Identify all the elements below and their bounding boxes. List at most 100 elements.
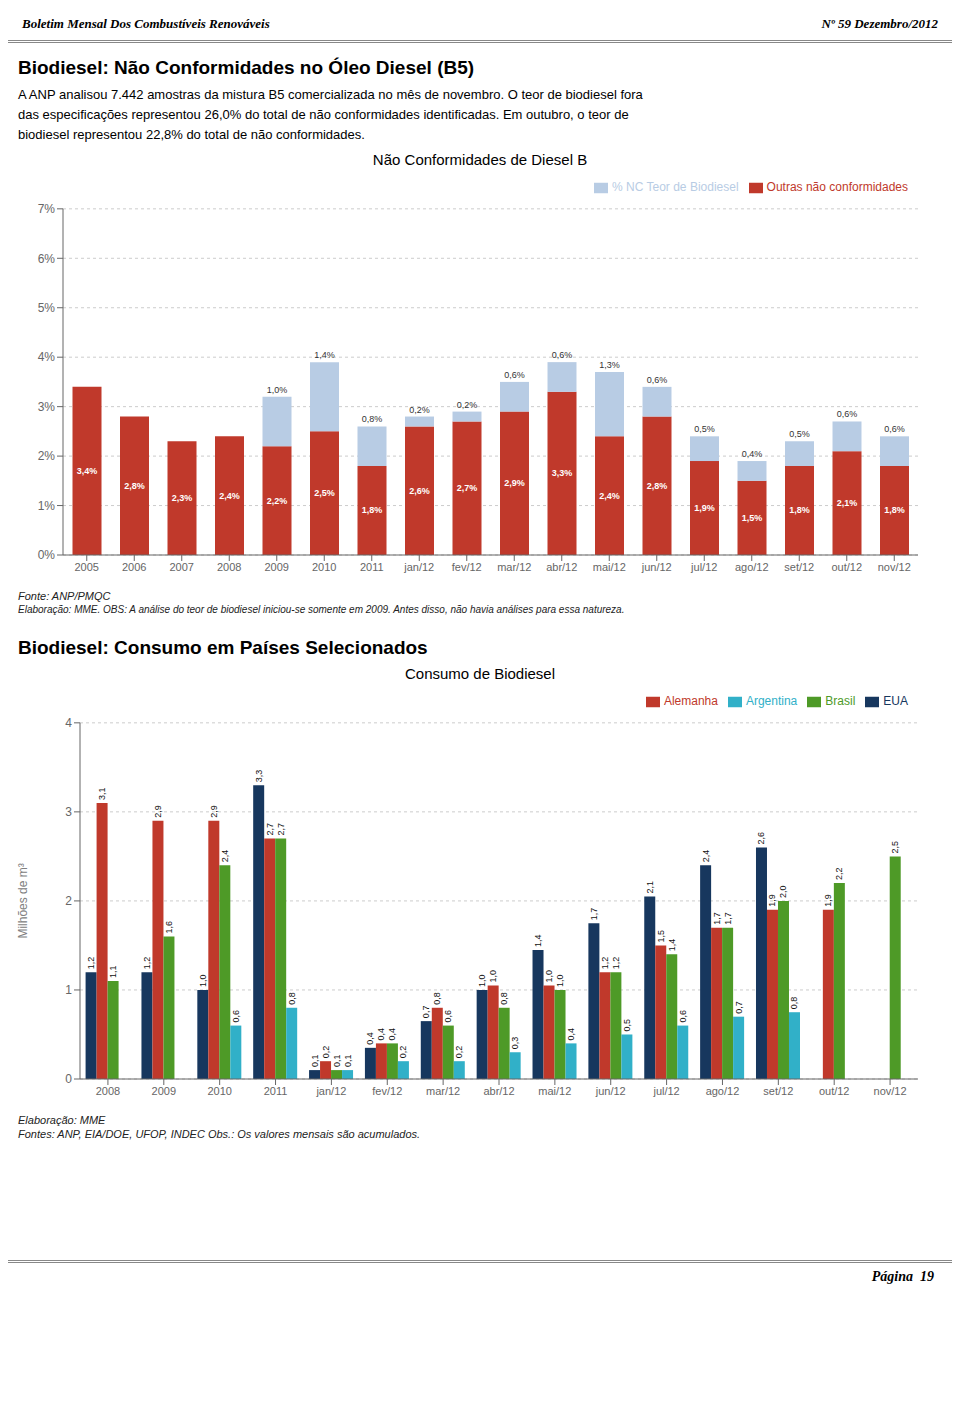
svg-text:1,7: 1,7 bbox=[712, 913, 722, 926]
svg-text:0,2: 0,2 bbox=[454, 1046, 464, 1059]
svg-text:2,0: 2,0 bbox=[778, 886, 788, 899]
svg-text:1,4%: 1,4% bbox=[314, 351, 335, 361]
svg-text:abr/12: abr/12 bbox=[546, 561, 577, 573]
svg-text:1,7: 1,7 bbox=[589, 908, 599, 921]
svg-text:1,2: 1,2 bbox=[86, 957, 96, 970]
svg-text:2,1: 2,1 bbox=[645, 881, 655, 894]
svg-text:2,8%: 2,8% bbox=[124, 481, 145, 491]
svg-text:3,3%: 3,3% bbox=[552, 469, 573, 479]
svg-text:0,1: 0,1 bbox=[310, 1055, 320, 1068]
svg-text:0,5%: 0,5% bbox=[694, 425, 715, 435]
svg-text:3,1: 3,1 bbox=[97, 788, 107, 801]
svg-text:mai/12: mai/12 bbox=[593, 561, 626, 573]
svg-text:ago/12: ago/12 bbox=[735, 561, 769, 573]
svg-text:jul/12: jul/12 bbox=[690, 561, 717, 573]
svg-text:2011: 2011 bbox=[360, 561, 384, 573]
svg-text:3,4%: 3,4% bbox=[77, 466, 98, 476]
svg-text:1,0: 1,0 bbox=[544, 970, 554, 983]
svg-text:0: 0 bbox=[65, 1073, 72, 1087]
svg-text:out/12: out/12 bbox=[819, 1085, 850, 1097]
svg-text:5%: 5% bbox=[38, 301, 56, 315]
svg-text:0,8: 0,8 bbox=[789, 997, 799, 1010]
svg-text:1,0: 1,0 bbox=[555, 975, 565, 988]
svg-text:1,0%: 1,0% bbox=[267, 385, 288, 395]
svg-text:2,9%: 2,9% bbox=[504, 479, 525, 489]
svg-text:2,5%: 2,5% bbox=[314, 489, 335, 499]
svg-text:0,6%: 0,6% bbox=[647, 375, 668, 385]
svg-text:0,1: 0,1 bbox=[332, 1055, 342, 1068]
svg-text:1,5%: 1,5% bbox=[742, 513, 763, 523]
svg-text:1,6: 1,6 bbox=[164, 921, 174, 934]
svg-text:ago/12: ago/12 bbox=[706, 1085, 740, 1097]
svg-text:2005: 2005 bbox=[75, 561, 99, 573]
svg-text:2,6: 2,6 bbox=[756, 832, 766, 845]
svg-text:1,9%: 1,9% bbox=[694, 503, 715, 513]
svg-text:1: 1 bbox=[65, 984, 72, 998]
svg-text:jul/12: jul/12 bbox=[652, 1085, 679, 1097]
svg-text:2010: 2010 bbox=[312, 561, 336, 573]
svg-text:jan/12: jan/12 bbox=[403, 561, 434, 573]
svg-text:jun/12: jun/12 bbox=[595, 1085, 626, 1097]
svg-text:0,6%: 0,6% bbox=[837, 410, 858, 420]
svg-text:3,3: 3,3 bbox=[254, 770, 264, 783]
svg-text:0,7: 0,7 bbox=[421, 1006, 431, 1019]
svg-text:2007: 2007 bbox=[170, 561, 194, 573]
svg-text:nov/12: nov/12 bbox=[878, 561, 911, 573]
svg-text:2010: 2010 bbox=[207, 1085, 231, 1097]
svg-text:1%: 1% bbox=[38, 499, 56, 513]
svg-text:0,5%: 0,5% bbox=[789, 430, 810, 440]
svg-text:0,4: 0,4 bbox=[376, 1028, 386, 1041]
svg-text:2,9: 2,9 bbox=[153, 806, 163, 819]
svg-text:mar/12: mar/12 bbox=[497, 561, 531, 573]
svg-text:0,2%: 0,2% bbox=[409, 405, 430, 415]
svg-text:1,2: 1,2 bbox=[142, 957, 152, 970]
svg-text:mai/12: mai/12 bbox=[538, 1085, 571, 1097]
svg-text:2,9: 2,9 bbox=[209, 806, 219, 819]
svg-text:0,3: 0,3 bbox=[510, 1037, 520, 1050]
svg-text:3: 3 bbox=[65, 806, 72, 820]
svg-text:1,8%: 1,8% bbox=[789, 506, 810, 516]
svg-text:mar/12: mar/12 bbox=[426, 1085, 460, 1097]
svg-text:2,4: 2,4 bbox=[220, 850, 230, 863]
svg-text:1,8%: 1,8% bbox=[884, 506, 905, 516]
svg-text:jun/12: jun/12 bbox=[641, 561, 672, 573]
svg-text:set/12: set/12 bbox=[784, 561, 814, 573]
svg-text:abr/12: abr/12 bbox=[483, 1085, 514, 1097]
svg-text:2,2: 2,2 bbox=[834, 868, 844, 881]
svg-text:2,3%: 2,3% bbox=[172, 494, 193, 504]
svg-text:2%: 2% bbox=[38, 450, 56, 464]
svg-text:2,1%: 2,1% bbox=[837, 498, 858, 508]
svg-text:0,1: 0,1 bbox=[343, 1055, 353, 1068]
svg-text:0,8: 0,8 bbox=[499, 993, 509, 1006]
svg-text:1,2: 1,2 bbox=[611, 957, 621, 970]
svg-text:1,0: 1,0 bbox=[477, 975, 487, 988]
svg-text:1,0: 1,0 bbox=[488, 970, 498, 983]
svg-text:0,6%: 0,6% bbox=[504, 370, 525, 380]
svg-text:2,2%: 2,2% bbox=[267, 496, 288, 506]
svg-text:out/12: out/12 bbox=[831, 561, 862, 573]
svg-text:2,8%: 2,8% bbox=[647, 481, 668, 491]
svg-text:2,5: 2,5 bbox=[890, 841, 900, 854]
svg-text:6%: 6% bbox=[38, 252, 56, 266]
svg-text:jan/12: jan/12 bbox=[315, 1085, 346, 1097]
svg-text:2009: 2009 bbox=[152, 1085, 176, 1097]
svg-text:2011: 2011 bbox=[264, 1085, 288, 1097]
svg-text:0,8: 0,8 bbox=[287, 993, 297, 1006]
svg-text:1,4: 1,4 bbox=[667, 939, 677, 952]
svg-text:2,4%: 2,4% bbox=[599, 491, 620, 501]
svg-text:1,1: 1,1 bbox=[108, 966, 118, 979]
svg-text:2,7%: 2,7% bbox=[457, 484, 478, 494]
svg-text:2,7: 2,7 bbox=[276, 823, 286, 836]
svg-text:3%: 3% bbox=[38, 400, 56, 414]
svg-text:Milhões de m³: Milhões de m³ bbox=[16, 864, 30, 939]
svg-text:2: 2 bbox=[65, 895, 72, 909]
svg-text:1,8%: 1,8% bbox=[362, 506, 383, 516]
svg-text:0,4%: 0,4% bbox=[742, 449, 763, 459]
svg-text:2,4%: 2,4% bbox=[219, 491, 240, 501]
svg-text:2009: 2009 bbox=[265, 561, 289, 573]
svg-text:0,2: 0,2 bbox=[321, 1046, 331, 1059]
svg-text:0,2%: 0,2% bbox=[457, 400, 478, 410]
svg-text:0,6%: 0,6% bbox=[552, 351, 573, 361]
svg-text:1,2: 1,2 bbox=[600, 957, 610, 970]
svg-text:0,5: 0,5 bbox=[622, 1019, 632, 1032]
